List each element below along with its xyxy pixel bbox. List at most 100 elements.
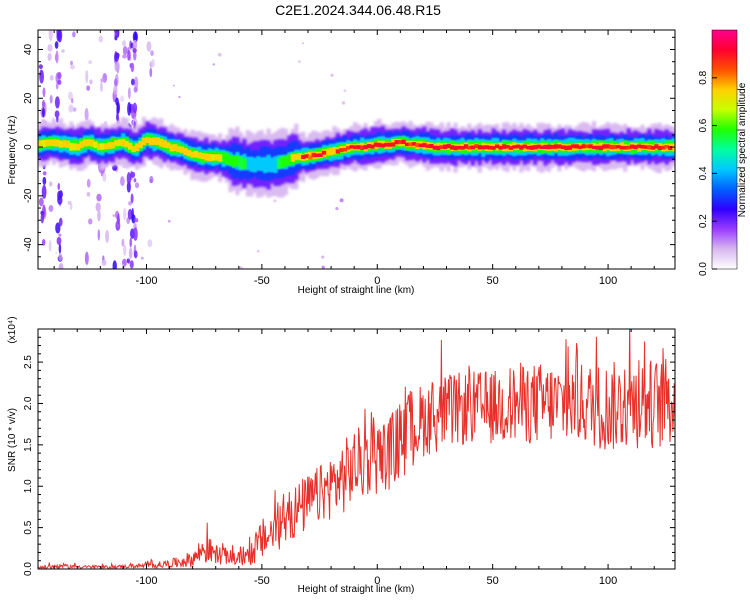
heatmap-cell [650,145,656,150]
heatmap-speckle-mark [116,113,120,121]
heatmap-speckle-mark [48,204,54,212]
heatmap-speckle-mark [56,236,62,246]
heatmap-cell [481,145,486,150]
heatmap-speckle-mark [133,178,137,183]
heatmap-speckle-mark [297,60,301,64]
heatmap-cell [121,138,126,147]
heatmap-speckle-mark [57,30,63,43]
heatmap-speckle-mark [58,263,64,269]
heatmap-cell [41,140,46,148]
heatmap-cell [311,152,316,158]
heatmap-cell [110,142,115,149]
heatmap-speckle-mark [95,202,101,212]
heatmap-speckle-mark [339,198,344,203]
heatmap-speckle-mark [58,233,62,237]
heatmap-cell [100,143,105,150]
heatmap-cell [463,144,469,149]
heatmap-cell [93,141,98,149]
heatmap-speckle-mark [96,193,102,202]
snr-plot-area [38,329,675,569]
heatmap-speckle-mark [42,87,46,98]
heatmap-cell [522,144,527,149]
heatmap-cell [398,140,403,144]
heatmap-cell [96,143,102,150]
heatmap-speckle-mark [240,266,244,269]
heatmap-speckle-mark [132,102,138,114]
heatmap-cell [186,150,192,157]
heatmap-cell [418,143,424,148]
snr-y-axis: 0.0 0.5 1.0 1.5 2.0 2.5 [23,328,675,576]
heatmap-cell [425,144,431,148]
heatmap-speckle-mark [128,247,133,260]
heatmap-cell [65,140,70,148]
x-tick-label: 50 [487,575,499,587]
heatmap-speckle-mark [61,49,65,53]
heatmap-speckle-mark [172,84,175,87]
heatmap-cell [107,142,112,149]
heatmap-cell [391,142,396,147]
heatmap-cell [235,155,240,166]
y-tick-label: 0.5 [23,520,34,534]
heatmap-speckle-mark [127,258,130,264]
heatmap-cell [131,146,136,153]
heatmap-speckle-mark [47,53,52,61]
heatmap-speckle-mark [167,219,171,223]
heatmap-cell [207,154,212,162]
heatmap-speckle-mark [178,95,181,99]
heatmap-speckle-mark [128,87,131,100]
heatmap-cell [117,139,122,146]
heatmap-cell [211,154,216,161]
heatmap-cell [460,146,465,150]
colorbar-label: Normalized spectral amplitude [737,82,748,217]
heatmap-cell [76,143,81,151]
heatmap-cell [453,145,458,151]
heatmap-speckle-mark [86,178,91,188]
heatmap-speckle-mark [129,260,134,269]
heatmap-speckle-mark [41,184,47,199]
heatmap-cell [273,156,278,173]
heatmap-cell [598,145,604,151]
heatmap-speckle-mark [42,171,47,176]
heatmap-speckle-mark [55,222,61,234]
heatmap-speckle-mark [120,176,125,187]
y-tick-label: 1.0 [23,479,34,493]
heatmap-speckle-mark [86,85,91,91]
heatmap-cell [612,144,617,149]
heatmap-cell [290,154,295,162]
heatmap-speckle-mark [150,50,154,56]
heatmap-cell [72,143,77,151]
heatmap-cell [83,139,88,147]
spectrogram-panel: -100 -50 0 50 100 -40 -20 0 20 40 Height of stra… [7,29,676,296]
heatmap-speckle-mark [54,110,60,118]
heatmap-cell [567,145,572,150]
heatmap-speckle-mark [47,44,53,52]
heatmap-cell [432,145,437,150]
heatmap-speckle-mark [48,181,53,187]
heatmap-cell [228,155,233,166]
heatmap-cell [145,137,150,144]
heatmap-cell [339,148,344,153]
heatmap-cell [183,148,188,155]
heatmap-cell [543,144,548,150]
heatmap-speckle-mark [212,63,215,66]
heatmap-cell [263,156,268,174]
heatmap-cell [647,145,652,150]
heatmap-cell [623,146,628,150]
heatmap-cell [581,144,586,149]
spectrogram-xlabel: Height of straight line (km) [298,285,415,296]
heatmap-cell [335,149,340,154]
heatmap-speckle-mark [343,89,347,93]
heatmap-speckle-mark [134,218,139,223]
heatmap-speckle-mark [67,91,73,100]
heatmap-cell [384,142,389,147]
heatmap-speckle-mark [127,49,131,61]
snr-xlabel: Height of straight line (km) [298,584,415,595]
heatmap-cell [571,144,576,149]
heatmap-cell [342,147,347,152]
heatmap-cell [283,155,289,167]
heatmap-cell [377,142,382,148]
heatmap-speckle-mark [122,46,128,56]
heatmap-speckle-mark [70,60,73,66]
heatmap-speckle-mark [133,227,138,241]
